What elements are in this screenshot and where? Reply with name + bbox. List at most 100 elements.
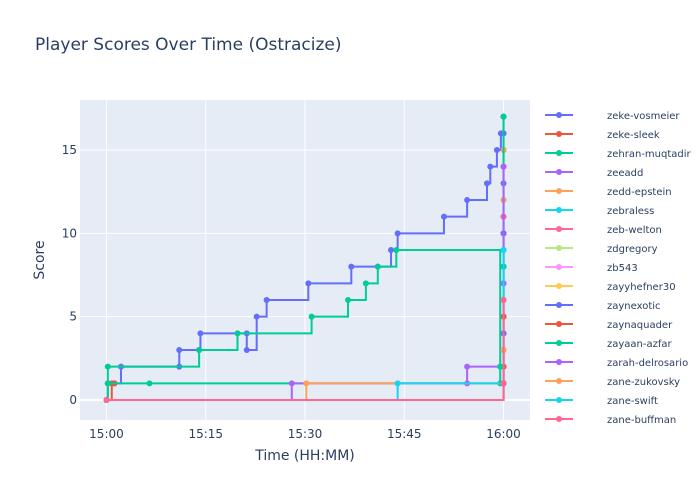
legend-item[interactable]: zane-swift xyxy=(545,396,658,407)
data-point xyxy=(176,347,183,353)
legend-item[interactable]: zane-zukovsky xyxy=(545,377,680,388)
legend-swatch-marker xyxy=(556,397,562,403)
legend-label: zeke-vosmeier xyxy=(607,111,680,122)
chart-title: Player Scores Over Time (Ostracize) xyxy=(35,35,342,55)
legend-item[interactable]: zeb-welton xyxy=(545,225,662,236)
legend-item[interactable]: zeeadd xyxy=(545,168,643,179)
legend-label: zane-buffman xyxy=(607,415,676,426)
data-point xyxy=(464,363,471,370)
legend-item[interactable]: zarah-delrosario xyxy=(545,358,688,369)
data-point xyxy=(104,363,111,370)
x-tick-label: 16:00 xyxy=(486,427,521,441)
y-axis-label: Score xyxy=(32,240,48,279)
data-point xyxy=(345,297,352,303)
legend-label: zehran-muqtadir xyxy=(607,149,692,160)
data-point xyxy=(146,380,153,387)
data-point xyxy=(394,230,401,237)
data-point xyxy=(487,163,494,170)
data-point xyxy=(394,380,401,387)
data-point xyxy=(500,163,507,170)
legend-swatch-marker xyxy=(556,112,562,118)
legend-swatch-marker xyxy=(556,207,562,213)
legend-item[interactable]: zdgregory xyxy=(545,244,658,255)
series-line xyxy=(106,300,505,401)
legend-item[interactable]: zeke-sleek xyxy=(545,130,660,141)
data-point xyxy=(253,313,260,320)
legend-item[interactable]: zeke-vosmeier xyxy=(545,111,680,122)
legend-item[interactable]: zayaan-azfar xyxy=(545,339,673,350)
axis-ticks: 15:00 15:15 15:30 15:45 16:00 0 5 10 15 xyxy=(62,143,521,441)
data-point xyxy=(103,397,110,403)
data-point xyxy=(234,330,241,337)
data-point xyxy=(196,347,203,353)
data-point xyxy=(348,263,355,270)
legend-item[interactable]: zaynexotic xyxy=(545,301,661,312)
legend-item[interactable]: zaynaquader xyxy=(545,320,673,331)
legend-swatch-marker xyxy=(556,150,562,156)
legend-swatch-marker xyxy=(556,131,562,137)
data-point xyxy=(362,280,369,287)
legend-swatch-marker xyxy=(556,226,562,232)
legend-swatch-marker xyxy=(556,340,562,346)
legend-label: zayaan-azfar xyxy=(607,339,673,350)
legend-swatch-marker xyxy=(556,283,562,289)
data-point xyxy=(500,247,507,253)
series-layer xyxy=(103,113,507,403)
legend-swatch-marker xyxy=(556,321,562,327)
data-point xyxy=(493,147,500,153)
legend-item[interactable]: zedd-epstein xyxy=(545,187,672,198)
legend-item[interactable]: zayyhefner30 xyxy=(545,282,676,293)
y-tick-label: 10 xyxy=(62,226,77,240)
x-tick-label: 15:45 xyxy=(387,427,422,441)
data-point xyxy=(263,297,270,303)
legend-item[interactable]: zb543 xyxy=(545,263,638,274)
data-point xyxy=(500,297,507,303)
data-point xyxy=(440,213,447,220)
data-point xyxy=(497,363,504,370)
data-point xyxy=(303,380,310,387)
data-point xyxy=(500,113,507,120)
legend-label: zane-zukovsky xyxy=(607,377,680,388)
data-point xyxy=(500,380,507,387)
legend-label: zaynaquader xyxy=(607,320,673,331)
y-tick-label: 15 xyxy=(62,143,77,157)
data-point xyxy=(308,313,315,320)
legend-swatch-marker xyxy=(556,245,562,251)
legend-swatch-marker xyxy=(556,169,562,175)
legend-swatch-marker xyxy=(556,416,562,422)
legend-label: zeb-welton xyxy=(607,225,662,236)
legend-label: zedd-epstein xyxy=(607,187,672,198)
legend-swatch-marker xyxy=(556,264,562,270)
legend-swatch-marker xyxy=(556,378,562,384)
x-tick-label: 15:00 xyxy=(89,427,124,441)
legend[interactable]: zeke-vosmeier zeke-sleek zehran-muqtadir ze… xyxy=(545,111,692,426)
data-point xyxy=(243,347,250,353)
legend-label: zeeadd xyxy=(607,168,643,179)
data-point xyxy=(388,247,395,253)
legend-label: zeke-sleek xyxy=(607,130,660,141)
data-point xyxy=(305,280,312,287)
legend-label: zb543 xyxy=(607,263,638,274)
legend-label: zdgregory xyxy=(607,244,658,255)
y-tick-label: 0 xyxy=(69,393,77,407)
legend-swatch-marker xyxy=(556,188,562,194)
data-point xyxy=(374,263,381,270)
legend-label: zayyhefner30 xyxy=(607,282,676,293)
legend-label: zane-swift xyxy=(607,396,658,407)
legend-swatch-marker xyxy=(556,302,562,308)
x-axis-label: Time (HH:MM) xyxy=(254,448,355,464)
legend-label: zarah-delrosario xyxy=(607,358,688,369)
legend-label: zaynexotic xyxy=(607,301,661,312)
data-point xyxy=(197,330,204,337)
legend-item[interactable]: zehran-muqtadir xyxy=(545,149,692,160)
legend-label: zebraless xyxy=(607,206,654,217)
data-point xyxy=(483,180,490,187)
data-point xyxy=(393,247,400,253)
legend-item[interactable]: zane-buffman xyxy=(545,415,676,426)
legend-item[interactable]: zebraless xyxy=(545,206,654,217)
data-point xyxy=(104,380,111,387)
x-tick-label: 15:30 xyxy=(288,427,323,441)
legend-swatch-marker xyxy=(556,359,562,365)
